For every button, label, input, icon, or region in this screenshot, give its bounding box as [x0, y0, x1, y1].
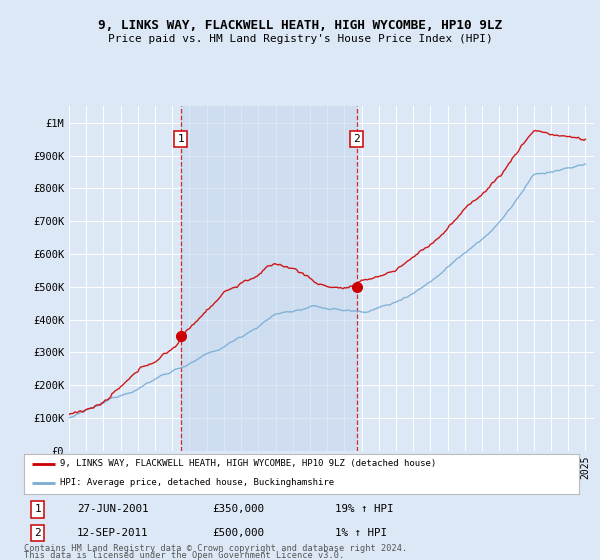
Bar — [181, 106, 356, 451]
Text: 1% ↑ HPI: 1% ↑ HPI — [335, 528, 387, 538]
Text: Price paid vs. HM Land Registry's House Price Index (HPI): Price paid vs. HM Land Registry's House … — [107, 34, 493, 44]
Text: 12-SEP-2011: 12-SEP-2011 — [77, 528, 148, 538]
Text: 19% ↑ HPI: 19% ↑ HPI — [335, 505, 394, 515]
Text: HPI: Average price, detached house, Buckinghamshire: HPI: Average price, detached house, Buck… — [60, 478, 334, 487]
Text: 9, LINKS WAY, FLACKWELL HEATH, HIGH WYCOMBE, HP10 9LZ: 9, LINKS WAY, FLACKWELL HEATH, HIGH WYCO… — [98, 20, 502, 32]
Text: 1: 1 — [178, 134, 184, 144]
Text: 2: 2 — [35, 528, 41, 538]
Text: 9, LINKS WAY, FLACKWELL HEATH, HIGH WYCOMBE, HP10 9LZ (detached house): 9, LINKS WAY, FLACKWELL HEATH, HIGH WYCO… — [60, 459, 436, 468]
Text: This data is licensed under the Open Government Licence v3.0.: This data is licensed under the Open Gov… — [24, 551, 344, 560]
Text: Contains HM Land Registry data © Crown copyright and database right 2024.: Contains HM Land Registry data © Crown c… — [24, 544, 407, 553]
Text: 2: 2 — [353, 134, 360, 144]
Text: £350,000: £350,000 — [213, 505, 265, 515]
Text: 27-JUN-2001: 27-JUN-2001 — [77, 505, 148, 515]
Text: £500,000: £500,000 — [213, 528, 265, 538]
Text: 1: 1 — [35, 505, 41, 515]
